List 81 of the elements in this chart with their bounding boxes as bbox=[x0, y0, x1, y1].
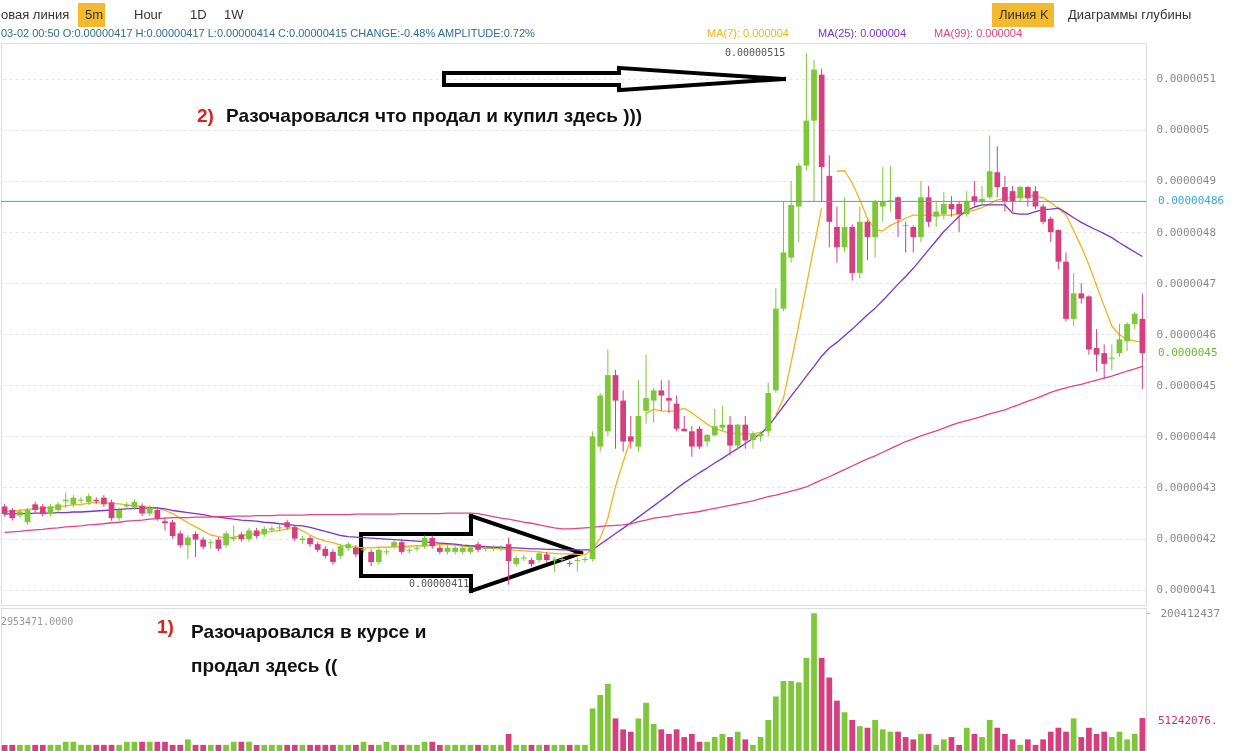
text: 1D bbox=[190, 7, 207, 22]
text: MA(25): 0.000004 bbox=[818, 27, 907, 39]
text: 51242076. bbox=[1158, 714, 1218, 727]
text: MA(7): 0.000004 bbox=[707, 27, 789, 39]
candlestick bbox=[185, 534, 191, 560]
candlestick bbox=[1078, 282, 1085, 305]
ref-line-label: 0.00000486 bbox=[1158, 194, 1225, 208]
candlestick bbox=[956, 200, 962, 233]
candlestick bbox=[658, 379, 665, 412]
candlestick bbox=[910, 224, 917, 253]
candlestick bbox=[269, 525, 275, 533]
y-tick-label: 0.0000049 bbox=[1156, 174, 1217, 188]
candlestick bbox=[55, 501, 61, 514]
candlestick bbox=[704, 433, 710, 448]
annotation: Разочаровался что продал и купил здесь ))) bbox=[226, 105, 643, 126]
text: Hour bbox=[134, 7, 163, 22]
candlestick bbox=[307, 535, 313, 548]
candlestick bbox=[742, 415, 749, 450]
candlestick bbox=[933, 200, 940, 228]
candlestick bbox=[162, 516, 168, 531]
candlestick bbox=[17, 508, 23, 519]
y-tick-label: 0.0000048 bbox=[1156, 225, 1217, 239]
candlestick bbox=[1124, 321, 1130, 352]
candlestick bbox=[994, 145, 1001, 198]
y-tick-label: 0.0000041 bbox=[1156, 583, 1217, 597]
text: MA(99): 0.000004 bbox=[934, 27, 1023, 39]
annotation: 2953471.0000 bbox=[1, 616, 74, 627]
annotation: 2) bbox=[197, 105, 214, 126]
candlestick bbox=[101, 494, 107, 508]
candlestick bbox=[627, 415, 634, 450]
candlestick bbox=[666, 379, 672, 414]
candlestick bbox=[78, 496, 84, 504]
candlestick bbox=[1047, 216, 1054, 243]
annotation: 0.00000411 bbox=[409, 578, 470, 589]
candlestick bbox=[1024, 185, 1031, 207]
candlestick bbox=[963, 190, 970, 218]
candlestick bbox=[414, 544, 420, 552]
candlestick bbox=[498, 544, 504, 552]
candlestick bbox=[582, 555, 588, 564]
y-tick-label: 0.0000045 bbox=[1156, 378, 1217, 392]
text: овая линия bbox=[1, 7, 70, 22]
text: 5m bbox=[85, 7, 104, 22]
candlestick bbox=[574, 556, 581, 573]
y-tick-label: 0.0000043 bbox=[1156, 480, 1217, 494]
candlestick bbox=[353, 544, 359, 558]
candlestick bbox=[1040, 203, 1046, 225]
y-tick-label: 0.000005 bbox=[1156, 123, 1210, 137]
candlestick bbox=[437, 544, 443, 555]
text: 1W bbox=[224, 7, 245, 22]
y-tick-label: 0.0000047 bbox=[1156, 276, 1217, 290]
y-tick-label: 0.0000046 bbox=[1156, 327, 1217, 341]
candlestick bbox=[895, 195, 901, 238]
candlestick bbox=[650, 387, 657, 424]
candlestick bbox=[688, 425, 695, 458]
annotation: 1) bbox=[157, 616, 174, 637]
candlestick bbox=[711, 408, 718, 437]
candlestick bbox=[727, 415, 733, 456]
chart-subtitle: 03-02 00:50 O:0.00000417 H:0.00000417 L:0.00000414 C:0.00000415 CHANGE:-0.48% AMPLITUDE:0.72% bbox=[1, 27, 536, 39]
candlestick bbox=[192, 530, 199, 558]
candlestick bbox=[1002, 175, 1008, 213]
candlestick bbox=[834, 205, 840, 264]
y-tick-label: 0.0000051 bbox=[1156, 72, 1217, 86]
y-tick-label: 0.0000044 bbox=[1156, 429, 1217, 443]
y-tick-label: 200412437 bbox=[1160, 606, 1221, 620]
candlestick bbox=[750, 430, 756, 450]
text: Диаграммы глубины bbox=[1068, 7, 1192, 22]
text: Линия K bbox=[999, 7, 1049, 22]
candlestick bbox=[1108, 343, 1115, 371]
annotation: продал здесь (( bbox=[191, 655, 339, 676]
candlestick bbox=[940, 191, 947, 220]
candlestick bbox=[643, 354, 649, 425]
candlestick bbox=[391, 539, 397, 550]
candlestick bbox=[559, 555, 565, 564]
candlestick bbox=[734, 423, 741, 450]
y-tick-label: 0.0000042 bbox=[1156, 532, 1217, 546]
candlestick bbox=[1093, 328, 1100, 373]
candlestick bbox=[452, 544, 459, 555]
candlestick bbox=[902, 221, 909, 253]
annotation: 0.00000515 bbox=[725, 47, 786, 58]
annotation: Разочаровался в курсе и bbox=[191, 621, 427, 642]
candlestick bbox=[521, 554, 527, 562]
